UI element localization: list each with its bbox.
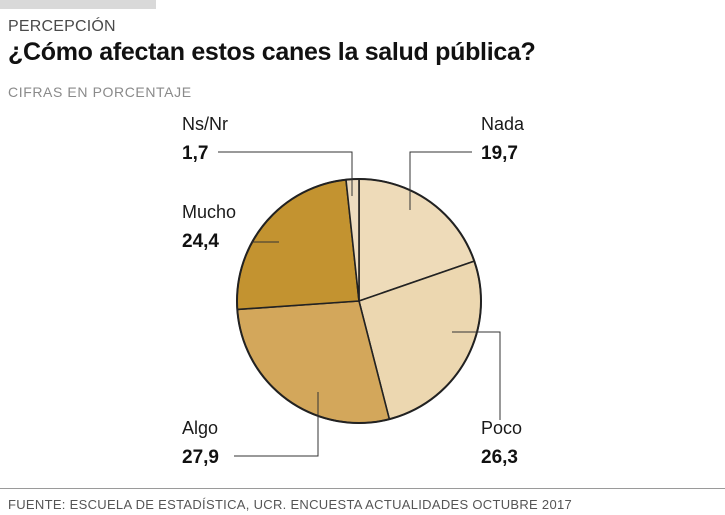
slice-label-algo: Algo — [182, 418, 218, 438]
footer-divider — [0, 488, 725, 489]
slice-label-poco: Poco — [481, 418, 522, 438]
section-kicker: PERCEPCIÓN — [8, 18, 116, 35]
pie-outline — [236, 178, 482, 424]
slice-value-mucho: 24,4 — [182, 231, 219, 252]
slice-value-algo: 27,9 — [182, 447, 219, 468]
slice-label-ns-nr: Ns/Nr — [182, 114, 228, 134]
source-note: FUENTE: ESCUELA DE ESTADÍSTICA, UCR. ENC… — [8, 497, 573, 512]
leader-line-nada — [409, 151, 472, 210]
chart-subtitle: CIFRAS EN PORCENTAJE — [8, 84, 192, 100]
slice-label-mucho: Mucho — [182, 202, 236, 222]
pie-chart: Nada 19,7 Poco 26,3 Algo 27,9 Mucho 24,4 Ns/Nr 1,… — [182, 114, 525, 468]
slice-label-nada: Nada — [481, 114, 525, 134]
leader-line-algo — [234, 392, 319, 457]
leader-line-poco — [452, 331, 501, 420]
slice-value-ns-nr: 1,7 — [182, 143, 208, 164]
leader-line-ns-nr — [218, 151, 353, 196]
slice-value-nada: 19,7 — [481, 143, 518, 164]
slice-value-poco: 26,3 — [481, 447, 518, 468]
pie-slice-mucho — [236, 178, 360, 311]
top-accent-bar — [0, 0, 156, 9]
chart-title: ¿Cómo afectan estos canes la salud públi… — [8, 38, 536, 66]
